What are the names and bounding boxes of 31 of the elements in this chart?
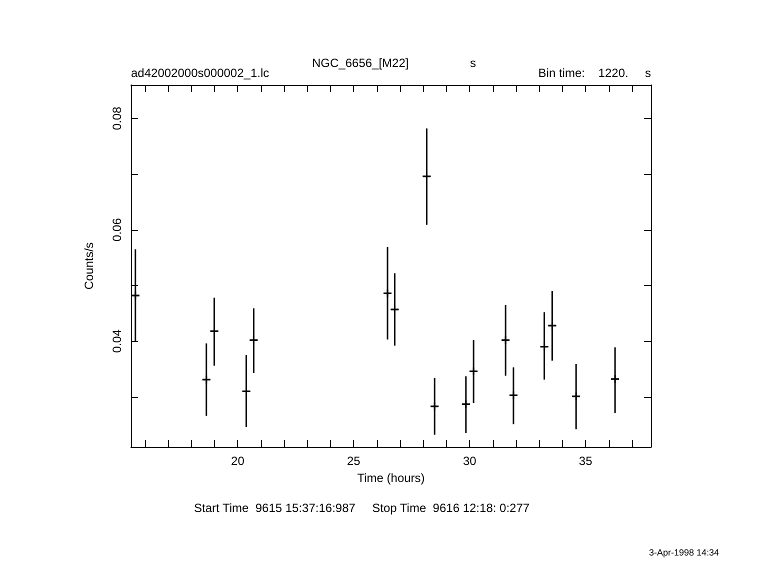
point (382, 288, 392, 298)
point (508, 390, 518, 400)
text: Start Time 9615 15:37:16:987 Stop Time 9616 12:18: 0:277 (194, 501, 530, 515)
point (461, 399, 471, 409)
y-tick-label: 0.08 (110, 106, 124, 130)
point (500, 335, 510, 345)
x-tick-label: 35 (578, 454, 593, 468)
x-tick-label: 25 (346, 454, 361, 468)
text: ad42002000s000002_1.lc (131, 66, 270, 80)
text: 3-Apr-1998 14:34 (648, 548, 720, 558)
x-tick-label: 30 (462, 454, 477, 468)
point (468, 366, 478, 376)
point (540, 342, 550, 352)
point (547, 320, 557, 330)
text: Bin time: 1220. s (538, 66, 651, 80)
point (202, 374, 212, 384)
y-tick-label: 0.06 (110, 218, 124, 242)
point (390, 304, 400, 314)
point (242, 386, 252, 396)
point (610, 374, 620, 384)
y-tick-label: 0.04 (110, 329, 124, 353)
point (210, 326, 220, 336)
point (571, 392, 581, 402)
chart-title: NGC_6656_[M22] (312, 56, 409, 70)
y-axis-title: Counts/s (82, 242, 96, 290)
point (422, 172, 432, 182)
x-axis-title: Time (hours) (357, 470, 425, 485)
point (248, 335, 258, 345)
point (430, 402, 440, 412)
text: s (470, 56, 476, 70)
x-tick-label: 20 (231, 454, 245, 468)
